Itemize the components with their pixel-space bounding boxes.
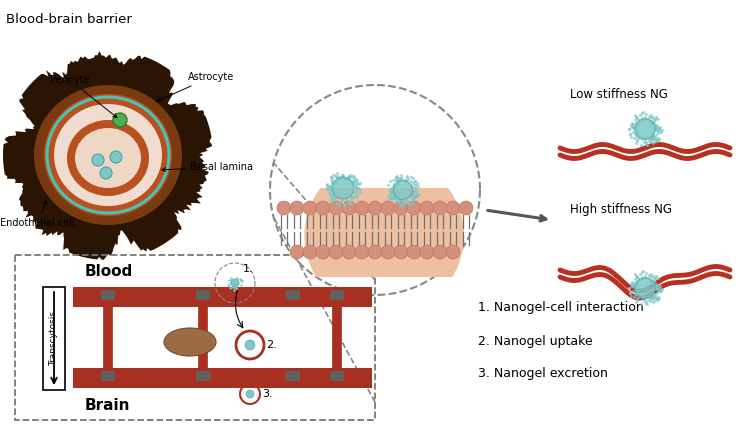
- Bar: [101, 371, 115, 381]
- Bar: [196, 290, 210, 300]
- Text: High stiffness NG: High stiffness NG: [570, 204, 672, 217]
- Circle shape: [433, 245, 447, 259]
- Bar: [330, 371, 344, 381]
- Circle shape: [246, 390, 254, 398]
- Text: 1. Nanogel-cell interaction: 1. Nanogel-cell interaction: [478, 302, 643, 315]
- Circle shape: [110, 151, 122, 163]
- Circle shape: [381, 245, 395, 259]
- Text: Astrocyte: Astrocyte: [157, 72, 234, 102]
- Text: 3. Nanogel excretion: 3. Nanogel excretion: [478, 368, 608, 381]
- Circle shape: [316, 201, 330, 215]
- Circle shape: [446, 201, 460, 215]
- Text: Endothelial cell: Endothelial cell: [0, 201, 75, 228]
- Ellipse shape: [75, 128, 141, 188]
- Circle shape: [245, 340, 255, 350]
- Text: 3.: 3.: [262, 389, 273, 399]
- Polygon shape: [3, 51, 212, 260]
- Circle shape: [342, 201, 356, 215]
- Circle shape: [394, 201, 408, 215]
- Text: 2.: 2.: [266, 340, 276, 350]
- Circle shape: [290, 245, 304, 259]
- Circle shape: [368, 201, 382, 215]
- Text: Basal lamina: Basal lamina: [162, 162, 253, 172]
- Circle shape: [92, 154, 104, 166]
- Circle shape: [355, 245, 369, 259]
- Circle shape: [231, 279, 239, 287]
- Text: Transcytosis: Transcytosis: [49, 311, 58, 366]
- Circle shape: [393, 181, 413, 200]
- Text: Low stiffness NG: Low stiffness NG: [570, 89, 668, 102]
- Circle shape: [329, 201, 343, 215]
- Ellipse shape: [164, 328, 216, 356]
- Circle shape: [329, 245, 343, 259]
- Ellipse shape: [34, 85, 182, 225]
- Text: Pericyte: Pericyte: [50, 75, 117, 118]
- Bar: [196, 371, 210, 381]
- Text: 2. Nanogel uptake: 2. Nanogel uptake: [478, 335, 592, 348]
- Bar: [270, 188, 480, 277]
- Text: Brain: Brain: [85, 398, 130, 412]
- Circle shape: [277, 201, 291, 215]
- Bar: [15, 255, 375, 420]
- Circle shape: [381, 201, 395, 215]
- Circle shape: [420, 201, 434, 215]
- Bar: [330, 290, 344, 300]
- Circle shape: [355, 201, 369, 215]
- Circle shape: [342, 245, 356, 259]
- Circle shape: [433, 201, 447, 215]
- Bar: [101, 290, 115, 300]
- Text: Blood: Blood: [85, 264, 133, 279]
- Circle shape: [407, 201, 421, 215]
- Circle shape: [635, 119, 655, 139]
- Text: 1.: 1.: [243, 264, 254, 274]
- Ellipse shape: [44, 94, 172, 216]
- Bar: [286, 290, 300, 300]
- Circle shape: [368, 245, 382, 259]
- Circle shape: [290, 201, 304, 215]
- Circle shape: [316, 245, 330, 259]
- Circle shape: [303, 245, 317, 259]
- Bar: [43, 287, 65, 390]
- Ellipse shape: [54, 104, 162, 206]
- Circle shape: [113, 113, 127, 127]
- Circle shape: [420, 245, 434, 259]
- Bar: [73, 368, 372, 388]
- Circle shape: [635, 278, 655, 298]
- Circle shape: [446, 245, 460, 259]
- Circle shape: [394, 245, 408, 259]
- Circle shape: [303, 201, 317, 215]
- Circle shape: [333, 177, 354, 199]
- Text: Blood-brain barrier: Blood-brain barrier: [6, 13, 132, 26]
- Bar: [286, 371, 300, 381]
- Circle shape: [407, 245, 421, 259]
- Circle shape: [100, 167, 112, 179]
- Ellipse shape: [67, 120, 149, 196]
- Circle shape: [459, 201, 473, 215]
- Bar: [73, 287, 372, 307]
